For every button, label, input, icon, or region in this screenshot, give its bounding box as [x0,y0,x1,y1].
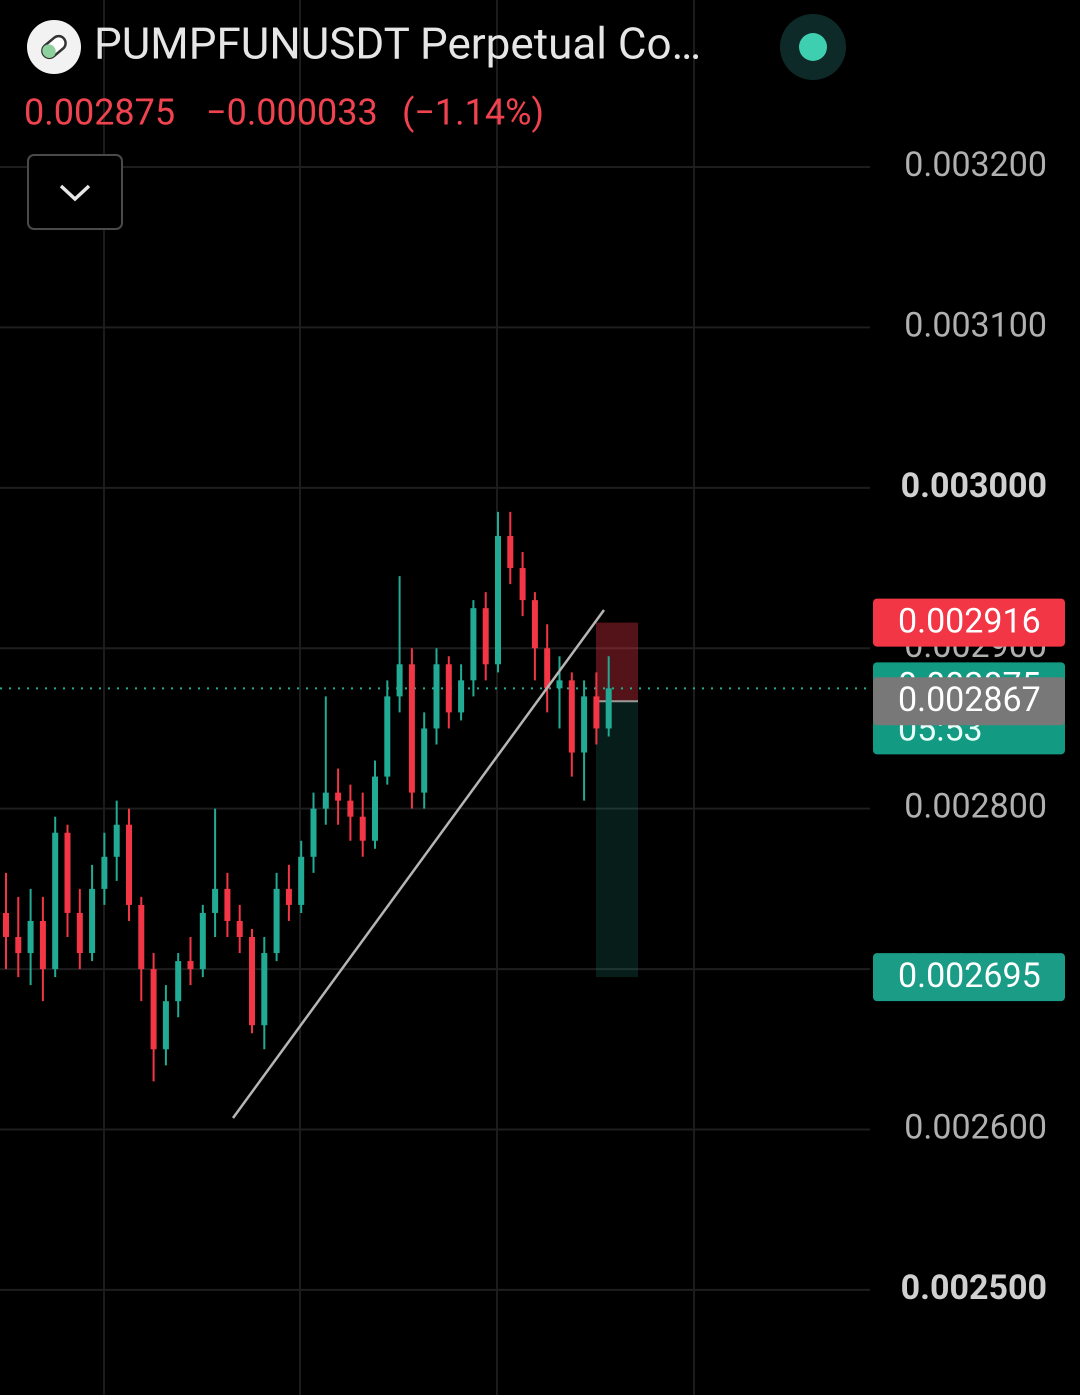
target-zone [596,701,638,978]
candle-body [236,920,243,938]
price-axis: 0.0025000.0026000.0027000.0028000.002900… [873,145,1065,1308]
y-tick-label: 0.002800 [904,787,1047,827]
candle-body [359,816,366,841]
y-tick-label: 0.003000 [901,466,1047,506]
candle-body [519,568,526,601]
candle-body [126,824,132,905]
candle-body [175,961,182,1002]
symbol-title: PUMPFUNUSDT Perpetual Co… [94,18,701,70]
candle-body [310,808,317,857]
candle-body [372,776,378,841]
candle-body [39,920,46,970]
price-badge [873,677,1065,726]
candle-body [482,608,489,665]
candle-body [64,832,71,913]
candle-body [396,664,403,697]
candle-body [3,912,9,938]
candle-body [298,856,305,905]
price-badge [873,953,1065,1002]
candle-body [89,888,96,954]
plot [0,511,870,1082]
candle-body [76,912,83,954]
y-tick-label: 0.002600 [904,1107,1047,1147]
candle-body [285,888,292,905]
candle-body [52,832,59,970]
y-tick-label: 0.003100 [904,305,1047,345]
candle-body [593,696,600,729]
price-change: −0.000033 [206,92,378,134]
candle-body [458,680,465,713]
header: PUMPFUNUSDT Perpetual Co… 0.002875 −0.00… [24,14,846,230]
candle-body [507,535,514,569]
candle-body [408,664,415,793]
candle-body [224,888,231,921]
grid [0,165,870,1291]
price-badge-label: 0.002916 [898,602,1041,642]
trend-line [231,609,606,1119]
candle-body [15,937,22,954]
pill-icon [41,34,67,60]
candle-body [162,1001,169,1050]
status-dot [799,33,827,61]
price-change-percent: (−1.14%) [402,92,544,134]
candle-body [335,792,342,801]
candle-body [27,920,34,954]
candle-body [322,792,329,809]
price-badge-label: 0.002695 [898,956,1041,996]
candle-body [101,856,108,889]
candle-body [249,937,255,1026]
price-badge [873,598,1065,647]
candle-body [470,608,477,681]
candle-body [544,648,551,689]
candle-body [138,904,145,970]
candle-body [150,969,157,1050]
candle-body [605,688,612,729]
candle-body [495,535,501,665]
candle-body [531,600,538,649]
candle-body [113,824,120,857]
candle-body [261,953,268,1026]
candle-body [384,696,391,777]
chevron-icon [59,184,91,202]
candle-body [556,680,563,689]
candle-body [187,961,194,970]
price-badge-label: 0.002867 [898,680,1041,720]
candle-body [568,680,575,753]
candle-body [581,696,588,753]
collapse-button[interactable] [27,154,123,230]
candle-body [433,664,440,729]
candle-body [199,912,206,970]
y-tick-label: 0.003200 [904,145,1047,185]
candle-body [421,728,428,793]
last-price: 0.002875 [24,92,175,134]
stop-zone [596,622,638,702]
candle-body [273,888,280,954]
candle-body [347,800,354,817]
y-tick-label: 0.002500 [901,1268,1047,1308]
time-grid [103,0,695,1395]
candle-body [212,888,219,913]
candle-body [445,664,452,713]
